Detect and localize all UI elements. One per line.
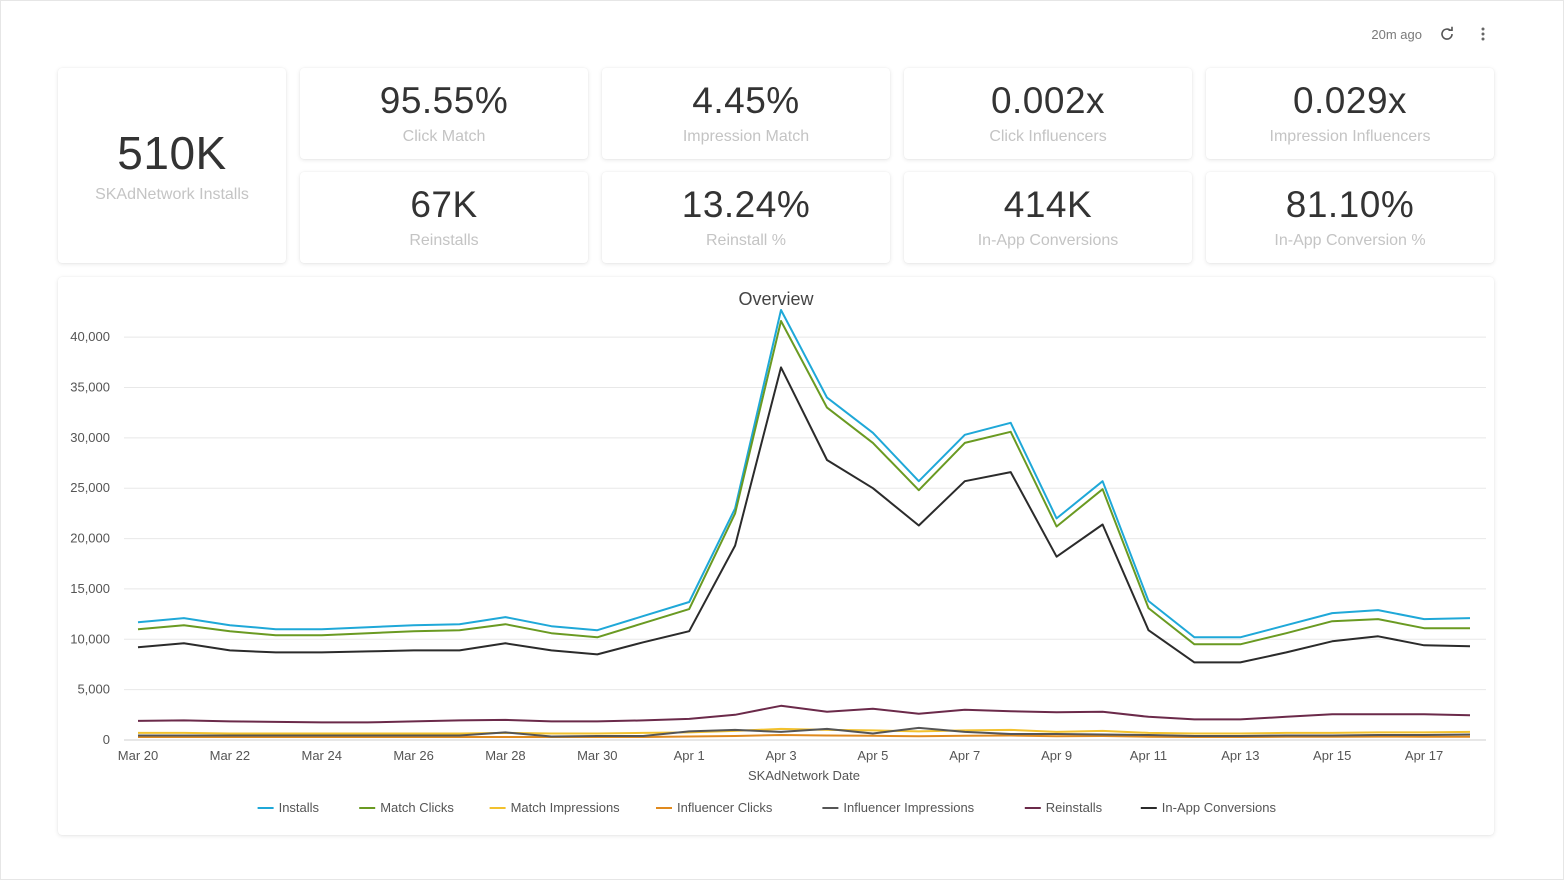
x-tick-label: Mar 22 <box>210 748 250 763</box>
series-line-influencer-impressions[interactable] <box>138 726 1471 738</box>
x-tick-label: Mar 20 <box>118 748 158 763</box>
kpi-value: 81.10% <box>1285 184 1415 225</box>
chart-legend: Installs Match Clicks Match Impressions Inf… <box>257 800 1277 815</box>
legend-item[interactable]: In-App Conversions <box>1140 800 1277 815</box>
y-tick-label: 0 <box>103 732 110 747</box>
legend-label: In-App Conversions <box>1162 800 1277 815</box>
x-axis-title: SKAdNetwork Date <box>748 768 860 783</box>
kpi-card-in-app-conversion-percent[interactable]: 81.10% In-App Conversion % <box>1206 172 1494 263</box>
kpi-card-reinstall-percent[interactable]: 13.24% Reinstall % <box>602 172 890 263</box>
kpi-label: Reinstall % <box>705 232 787 249</box>
kpi-value: 0.029x <box>1292 80 1408 121</box>
kpi-card-reinstalls[interactable]: 67K Reinstalls <box>300 172 588 263</box>
kpi-label: Reinstalls <box>409 232 479 249</box>
x-tick-label: Apr 9 <box>1041 748 1072 763</box>
legend-item[interactable]: Match Clicks <box>359 800 454 815</box>
overview-chart-card: Overview 0 5,000 10,000 15,000 20,000 25,000 3… <box>58 277 1494 835</box>
series-line-installs[interactable] <box>137 309 1471 639</box>
x-tick-label: Apr 11 <box>1130 748 1167 763</box>
kpi-card-click-match[interactable]: 95.55% Click Match <box>300 68 588 159</box>
refresh-icon[interactable] <box>1436 23 1458 45</box>
legend-label: Influencer Impressions <box>843 800 974 815</box>
kpi-card-installs[interactable]: 510K SKAdNetwork Installs <box>58 68 286 263</box>
kpi-card-impression-influencers[interactable]: 0.029x Impression Influencers <box>1206 68 1494 159</box>
kpi-label: In-App Conversion % <box>1274 232 1426 249</box>
x-tick-label: Apr 7 <box>949 748 980 763</box>
legend-item[interactable]: Influencer Impressions <box>822 800 975 815</box>
kpi-label: SKAdNetwork Installs <box>95 186 249 203</box>
series-line-influencer-clicks[interactable] <box>138 734 1470 738</box>
x-tick-label: Mar 24 <box>301 748 341 763</box>
last-updated-text: 20m ago <box>1371 26 1422 42</box>
x-tick-label: Apr 5 <box>857 748 888 763</box>
kpi-value: 13.24% <box>681 184 811 225</box>
legend-item[interactable]: Influencer Clicks <box>656 800 773 815</box>
x-tick-label: Mar 26 <box>393 748 433 763</box>
kpi-value: 0.002x <box>990 80 1106 121</box>
kpi-value: 95.55% <box>379 80 509 121</box>
kpi-label: Click Influencers <box>989 128 1107 145</box>
kpi-value: 67K <box>410 184 478 225</box>
y-tick-label: 30,000 <box>70 430 110 445</box>
legend-label: Match Impressions <box>511 800 621 815</box>
legend-label: Match Clicks <box>380 800 454 815</box>
legend-label: Reinstalls <box>1046 800 1103 815</box>
kpi-label: Impression Match <box>682 128 810 145</box>
series-line-in-app-conversions[interactable] <box>137 366 1471 664</box>
overview-line-chart[interactable]: 0 5,000 10,000 15,000 20,000 25,000 30,000 35,0… <box>58 277 1494 835</box>
kpi-value: 4.45% <box>692 80 800 121</box>
y-tick-label: 5,000 <box>77 682 110 697</box>
legend-item[interactable]: Match Impressions <box>489 800 621 815</box>
kpi-card-impression-match[interactable]: 4.45% Impression Match <box>602 68 890 159</box>
y-tick-label: 25,000 <box>70 480 110 495</box>
x-tick-label: Apr 13 <box>1221 748 1259 763</box>
kpi-value: 510K <box>117 127 227 179</box>
legend-label: Installs <box>279 800 320 815</box>
x-tick-label: Apr 1 <box>674 748 705 763</box>
series-line-reinstalls[interactable] <box>137 704 1471 724</box>
y-tick-label: 15,000 <box>70 581 110 596</box>
legend-item[interactable]: Reinstalls <box>1024 800 1103 815</box>
x-tick-label: Mar 30 <box>577 748 617 763</box>
legend-item[interactable]: Installs <box>257 800 320 815</box>
kpi-label: Click Match <box>402 128 486 145</box>
kpi-value: 414K <box>1003 184 1093 225</box>
x-tick-label: Apr 17 <box>1405 748 1443 763</box>
series-line-match-clicks[interactable] <box>137 320 1470 646</box>
x-tick-label: Apr 15 <box>1313 748 1351 763</box>
dashboard-toolbar: 20m ago <box>1371 22 1494 46</box>
x-tick-label: Apr 3 <box>765 748 796 763</box>
y-tick-label: 20,000 <box>70 531 110 546</box>
x-tick-label: Mar 28 <box>485 748 525 763</box>
y-tick-label: 40,000 <box>70 329 110 344</box>
more-options-icon[interactable] <box>1472 23 1494 45</box>
kpi-label: In-App Conversions <box>977 232 1119 249</box>
y-tick-label: 10,000 <box>70 631 110 646</box>
kpi-card-in-app-conversions[interactable]: 414K In-App Conversions <box>904 172 1192 263</box>
legend-label: Influencer Clicks <box>677 800 773 815</box>
kpi-label: Impression Influencers <box>1269 128 1431 145</box>
chart-title: Overview <box>738 289 814 309</box>
kpi-card-click-influencers[interactable]: 0.002x Click Influencers <box>904 68 1192 159</box>
y-tick-label: 35,000 <box>70 380 110 395</box>
